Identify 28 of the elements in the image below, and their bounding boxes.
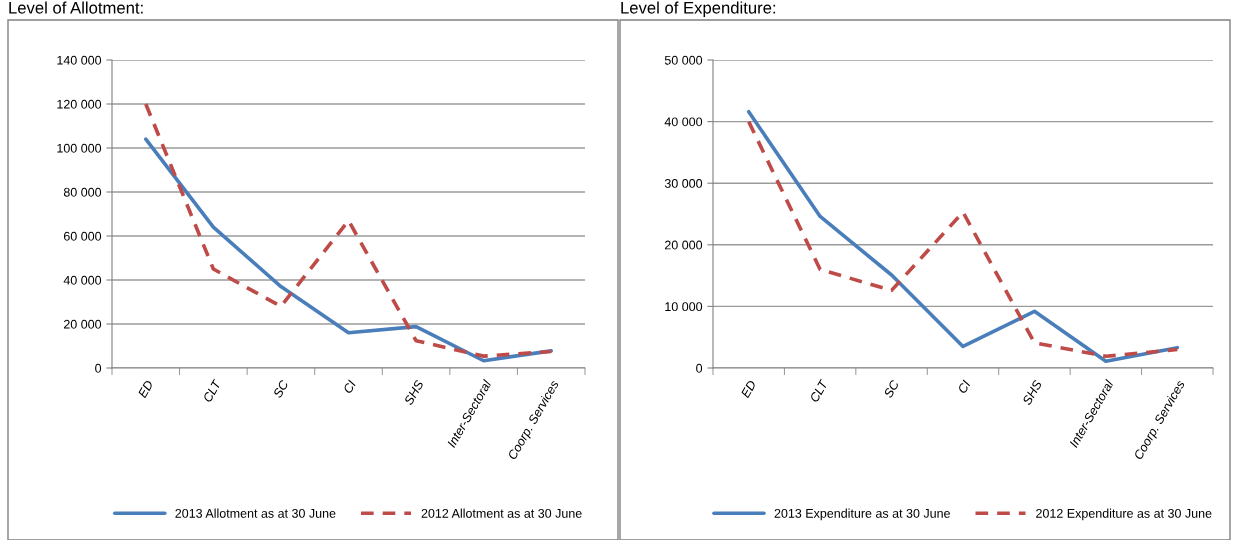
- chart-title: Level of Expenditure:: [621, 1, 776, 17]
- y-tick-label: 60 000: [63, 231, 102, 241]
- y-tick-label: 40 000: [664, 117, 703, 127]
- y-tick-label: 140 000: [57, 55, 102, 65]
- y-tick-label: 50 000: [664, 55, 703, 65]
- y-tick-label: 20 000: [664, 240, 703, 250]
- y-tick-label: 0: [696, 363, 703, 373]
- x-tick-label: SC: [883, 379, 900, 399]
- x-tick-label: ED: [137, 379, 154, 399]
- x-tick-label: SC: [272, 379, 289, 399]
- legend-label: 2012 Expenditure as at 30 June: [1036, 508, 1212, 521]
- y-tick-label: 80 000: [63, 187, 102, 197]
- legend-label: 2013 Allotment as at 30 June: [175, 508, 336, 518]
- chart-title: Level of Allotment:: [9, 1, 143, 14]
- y-tick-label: 40 000: [63, 275, 102, 285]
- y-tick-label: 30 000: [664, 179, 703, 188]
- y-tick-label: 100 000: [57, 143, 102, 153]
- x-tick-label: ED: [740, 379, 757, 399]
- x-tick-label: CI: [957, 379, 971, 394]
- line-series: [143, 137, 554, 363]
- legend-label: 2012 Allotment as at 30 June: [421, 508, 582, 518]
- line-series: [143, 102, 554, 358]
- x-tick-label: CI: [342, 379, 357, 394]
- y-tick-label: 10 000: [665, 302, 703, 312]
- y-tick-label: 120 000: [57, 99, 102, 109]
- y-tick-label: 0: [95, 363, 102, 373]
- y-tick-label: 20 000: [63, 319, 102, 329]
- legend-label: 2013 Expenditure as at 30 June: [774, 508, 950, 521]
